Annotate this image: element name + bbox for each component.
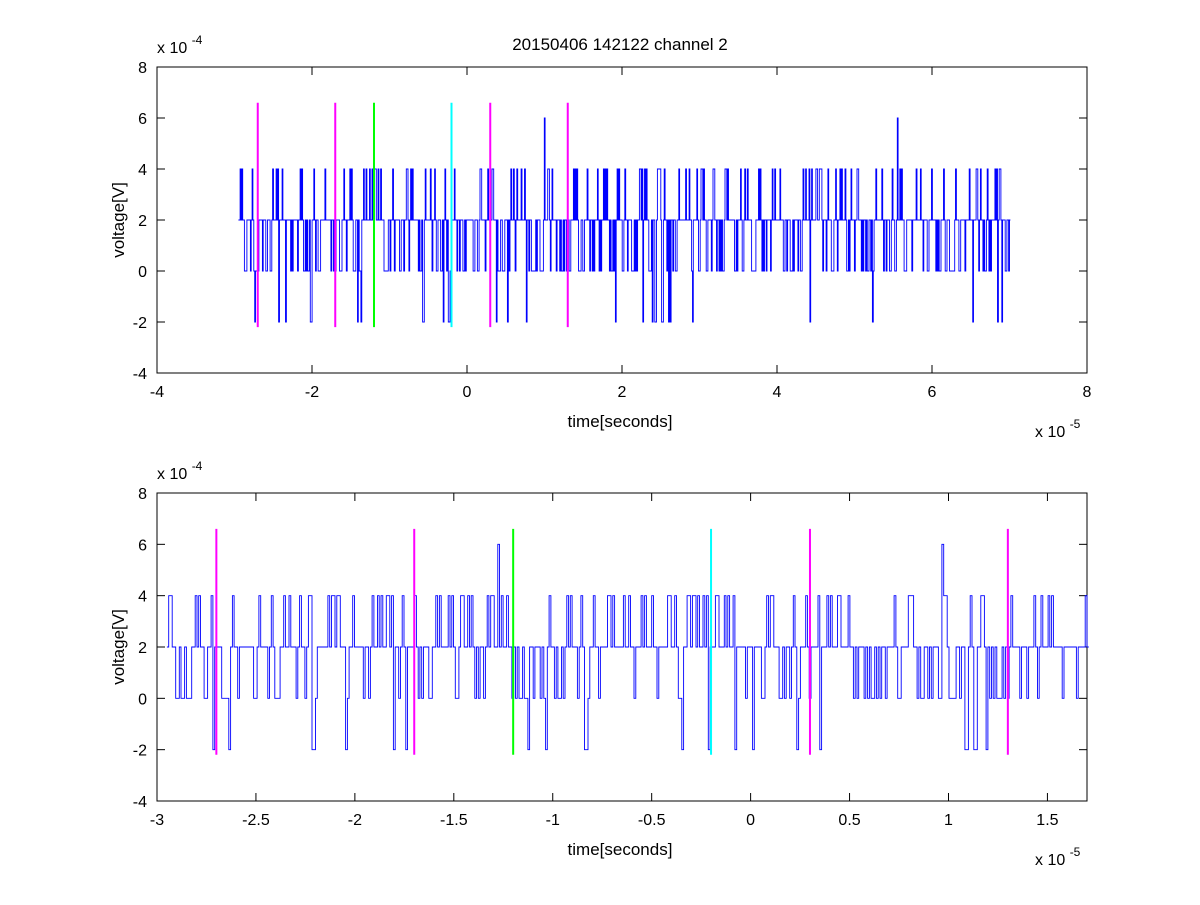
top-x-tick-label: 8	[1083, 384, 1092, 401]
bottom-x-tick-label: 0.5	[838, 812, 860, 829]
top-y-axis-label: voltage[V]	[109, 182, 128, 258]
top-x-axis-label: time[seconds]	[568, 412, 673, 431]
top-x-tick-label: 6	[928, 384, 937, 401]
bottom-x-tick-label: 1	[944, 812, 953, 829]
top-x-tick-label: -4	[150, 384, 164, 401]
bottom-x-tick-label: 0	[746, 812, 755, 829]
top-y-exponent: x 10 -4	[157, 33, 203, 57]
bottom-y-exponent: x 10 -4	[157, 459, 203, 483]
bottom-x-tick-label: -0.5	[638, 812, 666, 829]
top-x-exponent: x 10 -5	[1035, 417, 1081, 441]
bottom-y-tick-label: 8	[138, 486, 147, 503]
bottom-y-axis-label: voltage[V]	[109, 609, 128, 685]
top-x-tick-label: 0	[463, 384, 472, 401]
top-voltage-trace	[238, 117, 1011, 323]
top-x-tick-label: 4	[773, 384, 782, 401]
top-y-tick-label: -2	[133, 315, 147, 332]
bottom-x-axis-label: time[seconds]	[568, 840, 673, 859]
bottom-x-tick-label: -2.5	[242, 812, 270, 829]
bottom-y-tick-label: 2	[138, 640, 147, 657]
top-x-tick-label: 2	[618, 384, 627, 401]
bottom-x-tick-label: 1.5	[1036, 812, 1058, 829]
figure-title: 20150406 142122 channel 2	[512, 35, 728, 54]
top-y-tick-label: 2	[138, 213, 147, 230]
top-y-tick-label: 4	[138, 162, 147, 179]
bottom-x-tick-label: -2	[348, 812, 362, 829]
bottom-y-tick-label: 0	[138, 691, 147, 708]
bottom-voltage-trace	[166, 543, 1089, 751]
bottom-x-exponent: x 10 -5	[1035, 845, 1081, 869]
bottom-y-tick-label: 6	[138, 537, 147, 554]
top-y-tick-label: -4	[133, 366, 147, 383]
bottom-y-tick-label: -4	[133, 794, 147, 811]
top-y-tick-label: 6	[138, 111, 147, 128]
bottom-x-tick-label: -1.5	[440, 812, 468, 829]
bottom-y-tick-label: 4	[138, 589, 147, 606]
top-x-tick-label: -2	[305, 384, 319, 401]
top-y-tick-label: 8	[138, 60, 147, 77]
bottom-x-tick-label: -1	[546, 812, 560, 829]
top-y-tick-label: 0	[138, 264, 147, 281]
bottom-y-tick-label: -2	[133, 743, 147, 760]
bottom-x-tick-label: -3	[150, 812, 164, 829]
